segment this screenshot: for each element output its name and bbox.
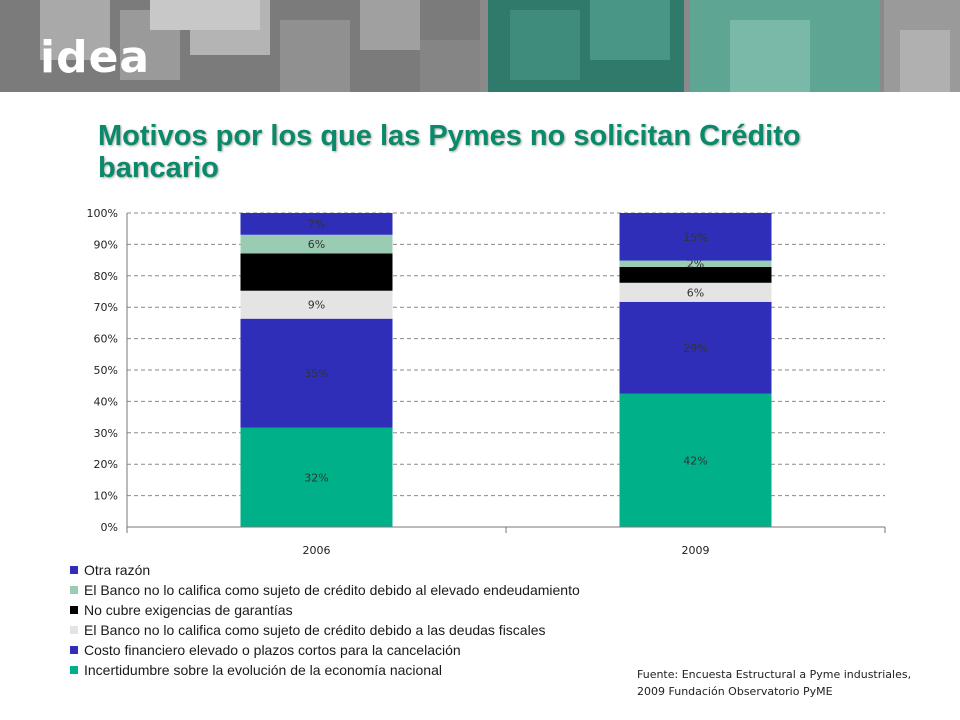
data-label: 35%	[304, 367, 328, 380]
data-label: 42%	[683, 454, 707, 467]
bar-segment	[240, 234, 393, 254]
bar-segment	[619, 282, 772, 302]
legend-item: El Banco no lo califica como sujeto de c…	[70, 580, 580, 600]
y-tick-label: 0%	[101, 521, 118, 534]
bar-segment	[240, 318, 393, 428]
data-label: 9%	[308, 299, 325, 312]
legend-item: Incertidumbre sobre la evolución de la e…	[70, 660, 580, 680]
data-label: 6%	[687, 286, 704, 299]
legend-item: El Banco no lo califica como sujeto de c…	[70, 620, 580, 640]
data-label: 15%	[683, 231, 707, 244]
legend-item: Otra razón	[70, 560, 580, 580]
legend-label: Otra razón	[84, 562, 151, 578]
legend-swatch	[70, 566, 78, 574]
y-tick-label: 40%	[94, 395, 118, 408]
data-label: 2%	[687, 258, 704, 271]
bar-segment	[240, 427, 393, 527]
legend-label: Costo financiero elevado o plazos cortos…	[84, 642, 461, 658]
y-tick-label: 50%	[94, 364, 118, 377]
y-tick-label: 20%	[94, 458, 118, 471]
source-line-2: 2009 Fundación Observatorio PyME	[637, 685, 833, 698]
legend-swatch	[70, 606, 78, 614]
idea-logo: idea	[40, 32, 151, 83]
y-tick-label: 70%	[94, 301, 118, 314]
legend-label: El Banco no lo califica como sujeto de c…	[84, 622, 546, 638]
stacked-bar-chart: 0% 10% 20% 30% 40% 50% 60% 70% 80% 90% 100% 32% 35%…	[87, 207, 886, 557]
y-tick-label: 90%	[94, 238, 118, 251]
bar-segment	[240, 213, 393, 235]
x-tick-label: 2006	[303, 544, 331, 557]
legend-swatch	[70, 586, 78, 594]
bar-segment	[240, 290, 393, 319]
header-banner: idea	[0, 0, 960, 92]
data-label: 32%	[304, 471, 328, 484]
data-label: 7%	[308, 218, 325, 231]
legend-item: No cubre exigencias de garantías	[70, 600, 580, 620]
data-label: 6%	[308, 238, 325, 251]
legend-label: No cubre exigencias de garantías	[84, 602, 293, 618]
legend-swatch	[70, 666, 78, 674]
y-tick-label: 10%	[94, 490, 118, 503]
legend-label: El Banco no lo califica como sujeto de c…	[84, 582, 580, 598]
x-tick-label: 2009	[682, 544, 710, 557]
y-tick-label: 100%	[87, 207, 118, 220]
source-note: Fuente: Encuesta Estructural a Pyme indu…	[637, 666, 911, 700]
bar-segment	[619, 393, 772, 527]
data-label: 29%	[683, 342, 707, 355]
legend-item: Costo financiero elevado o plazos cortos…	[70, 640, 580, 660]
source-line-1: Fuente: Encuesta Estructural a Pyme indu…	[637, 668, 912, 681]
bar-segment	[619, 213, 772, 261]
legend-label: Incertidumbre sobre la evolución de la e…	[84, 662, 442, 678]
slide-title: Motivos por los que las Pymes no solicit…	[98, 120, 801, 184]
bar-segment	[619, 301, 772, 394]
bar-segment	[619, 260, 772, 267]
y-tick-label: 60%	[94, 333, 118, 346]
y-tick-label: 80%	[94, 270, 118, 283]
y-tick-label: 30%	[94, 427, 118, 440]
chart-legend: Otra razón El Banco no lo califica como s…	[70, 560, 580, 680]
legend-swatch	[70, 646, 78, 654]
bar-segment	[240, 253, 393, 291]
legend-swatch	[70, 626, 78, 634]
banner-photo	[0, 0, 960, 92]
bar-segment	[619, 266, 772, 283]
